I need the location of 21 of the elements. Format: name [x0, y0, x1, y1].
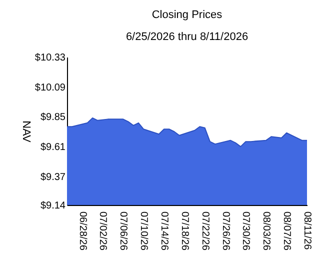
chart-subtitle: 6/25/2026 thru 8/11/2026: [126, 31, 248, 43]
x-tick-label: 07/10/26: [138, 212, 150, 251]
chart-title: Closing Prices: [152, 9, 223, 21]
x-tick-label: 07/26/26: [220, 212, 231, 251]
x-tick-label: 07/02/26: [97, 212, 108, 251]
x-tick-label: 07/30/26: [240, 212, 252, 251]
x-tick-label: 08/07/26: [281, 212, 292, 251]
y-tick-label: $9.61: [40, 142, 66, 154]
x-tick-label: 08/03/26: [260, 212, 272, 251]
y-tick-label: $9.37: [40, 172, 66, 183]
x-tick-label: 07/18/26: [178, 212, 190, 251]
x-tick-label: 07/06/26: [118, 212, 129, 251]
y-tick-label: $9.14: [40, 200, 66, 212]
y-tick-label: $10.09: [34, 82, 66, 94]
y-tick-label: $10.33: [34, 52, 66, 64]
x-tick-label: 08/11/26: [302, 212, 312, 250]
x-tick-label: 07/22/26: [199, 212, 210, 251]
x-tick-label: 07/14/26: [158, 212, 170, 251]
y-axis-title: NAV: [20, 120, 32, 144]
y-tick-label: $9.85: [40, 112, 66, 124]
x-tick-label: 06/28/26: [76, 212, 88, 251]
